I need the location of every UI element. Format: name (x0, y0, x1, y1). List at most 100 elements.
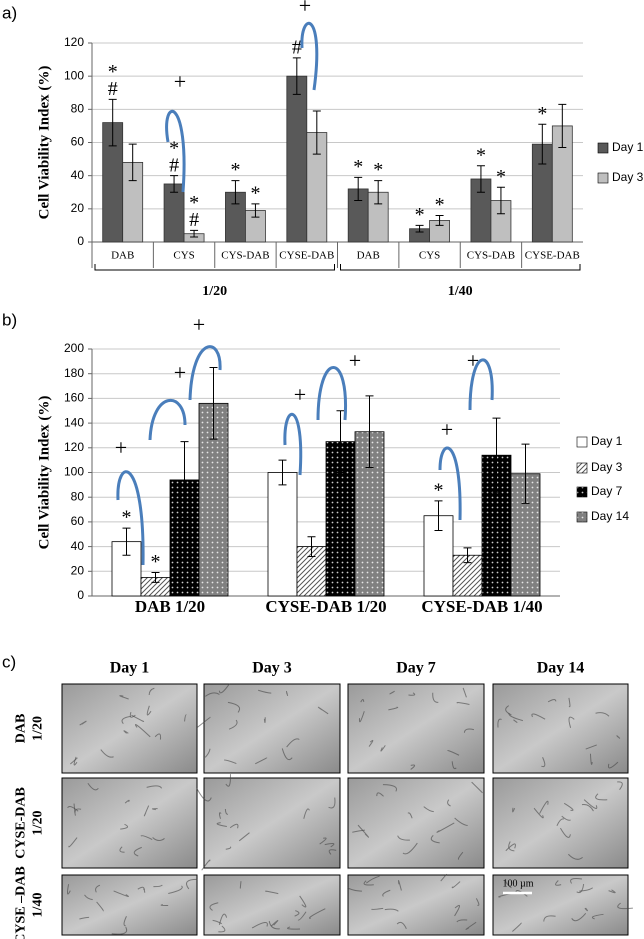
bar (286, 75, 308, 243)
cell-texture (121, 715, 131, 725)
cell-texture (224, 759, 237, 765)
cell-texture (225, 774, 231, 787)
y-tick-label: 100 (64, 68, 84, 82)
cell-texture (547, 699, 557, 703)
cell-texture (228, 719, 238, 730)
legend-label: Day 14 (591, 509, 629, 523)
column-header: Day 14 (537, 660, 585, 677)
cell-texture (123, 730, 129, 734)
y-tick-label: 40 (71, 539, 85, 553)
cell-texture (556, 818, 565, 827)
error-bar (415, 224, 424, 233)
cell-texture (617, 781, 623, 790)
cell-texture (440, 873, 447, 882)
column-header: Day 3 (252, 660, 292, 677)
cell-texture (123, 916, 127, 927)
cell-texture (79, 916, 90, 920)
cell-texture (154, 733, 162, 740)
significance-marker: * (189, 192, 199, 214)
significance-marker: # (108, 78, 118, 100)
cell-texture (324, 842, 335, 848)
cell-texture (218, 812, 222, 819)
error-bar (292, 57, 301, 95)
cell-texture (168, 885, 183, 895)
cell-texture (513, 719, 518, 723)
cell-texture (146, 785, 163, 789)
cell-texture (388, 706, 399, 711)
cell-texture (201, 859, 211, 871)
cell-texture (531, 713, 546, 720)
cell-texture (512, 922, 522, 932)
cell-texture (352, 829, 365, 833)
x-tick-label: CYSE-DAB 1/20 (265, 597, 386, 616)
cell-texture (227, 701, 241, 713)
significance-marker: * (151, 551, 161, 573)
y-tick-label: 80 (71, 489, 85, 503)
cell-texture (579, 887, 593, 892)
y-tick-label: 80 (71, 102, 85, 116)
cell-texture (218, 683, 231, 694)
cell-texture (212, 919, 222, 925)
cell-texture (79, 720, 87, 726)
cell-texture (559, 827, 571, 838)
cell-texture (584, 907, 588, 912)
cell-texture (432, 692, 439, 703)
y-axis-label: Cell Viability Index (%) (36, 66, 52, 220)
cell-texture (555, 880, 562, 886)
cell-texture (357, 824, 370, 838)
cell-texture (561, 815, 571, 821)
cell-texture (239, 881, 242, 889)
cell-texture (209, 902, 219, 911)
micrograph (347, 683, 485, 774)
significance-marker: * (108, 61, 118, 83)
cell-texture (371, 907, 384, 910)
cell-texture (238, 832, 250, 842)
panel-label: b) (2, 310, 17, 329)
cell-texture (436, 822, 455, 833)
error-bar (170, 175, 179, 193)
x-tick-label: CYSE-DAB (279, 250, 334, 262)
significance-marker: * (434, 479, 444, 501)
cell-texture (583, 799, 598, 809)
y-tick-label: 0 (77, 588, 84, 602)
cell-texture (504, 878, 512, 889)
x-tick-label: DAB 1/20 (135, 597, 205, 616)
cell-texture (309, 908, 326, 919)
comparison-marker: + (174, 360, 186, 385)
cell-texture (563, 802, 574, 811)
legend-swatch (576, 511, 588, 523)
group-label: 1/20 (202, 284, 227, 299)
cell-texture (457, 851, 464, 860)
cell-texture (258, 689, 272, 694)
significance-marker: # (169, 154, 179, 176)
comparison-marker: + (441, 417, 453, 442)
cell-texture (113, 890, 129, 897)
significance-marker: * (415, 204, 425, 226)
comparison-arc (283, 412, 303, 476)
cell-texture (268, 920, 280, 930)
x-tick-label: CYS (173, 250, 194, 262)
cell-texture (303, 808, 310, 819)
error-bar (151, 572, 160, 583)
cell-texture (196, 787, 212, 802)
cell-texture (358, 711, 365, 723)
x-tick-label: CYS-DAB (221, 250, 269, 262)
cell-texture (119, 846, 125, 853)
cell-texture (285, 690, 289, 696)
comparison-arc (468, 358, 494, 411)
comparison-marker: + (299, 0, 311, 18)
row-label-line: 1/20 (31, 716, 46, 741)
row-label-line: CYSE –DAB (14, 866, 29, 939)
error-bar (558, 103, 567, 148)
cell-texture (515, 890, 528, 897)
cell-texture (360, 698, 365, 703)
cell-texture (471, 781, 483, 794)
cell-texture (347, 887, 362, 892)
cell-texture (591, 913, 604, 920)
error-bar (336, 410, 345, 473)
legend-label: Day 1 (591, 434, 623, 448)
legend-label: Day 7 (591, 484, 623, 498)
cell-texture (218, 925, 226, 933)
y-tick-label: 20 (71, 201, 85, 215)
